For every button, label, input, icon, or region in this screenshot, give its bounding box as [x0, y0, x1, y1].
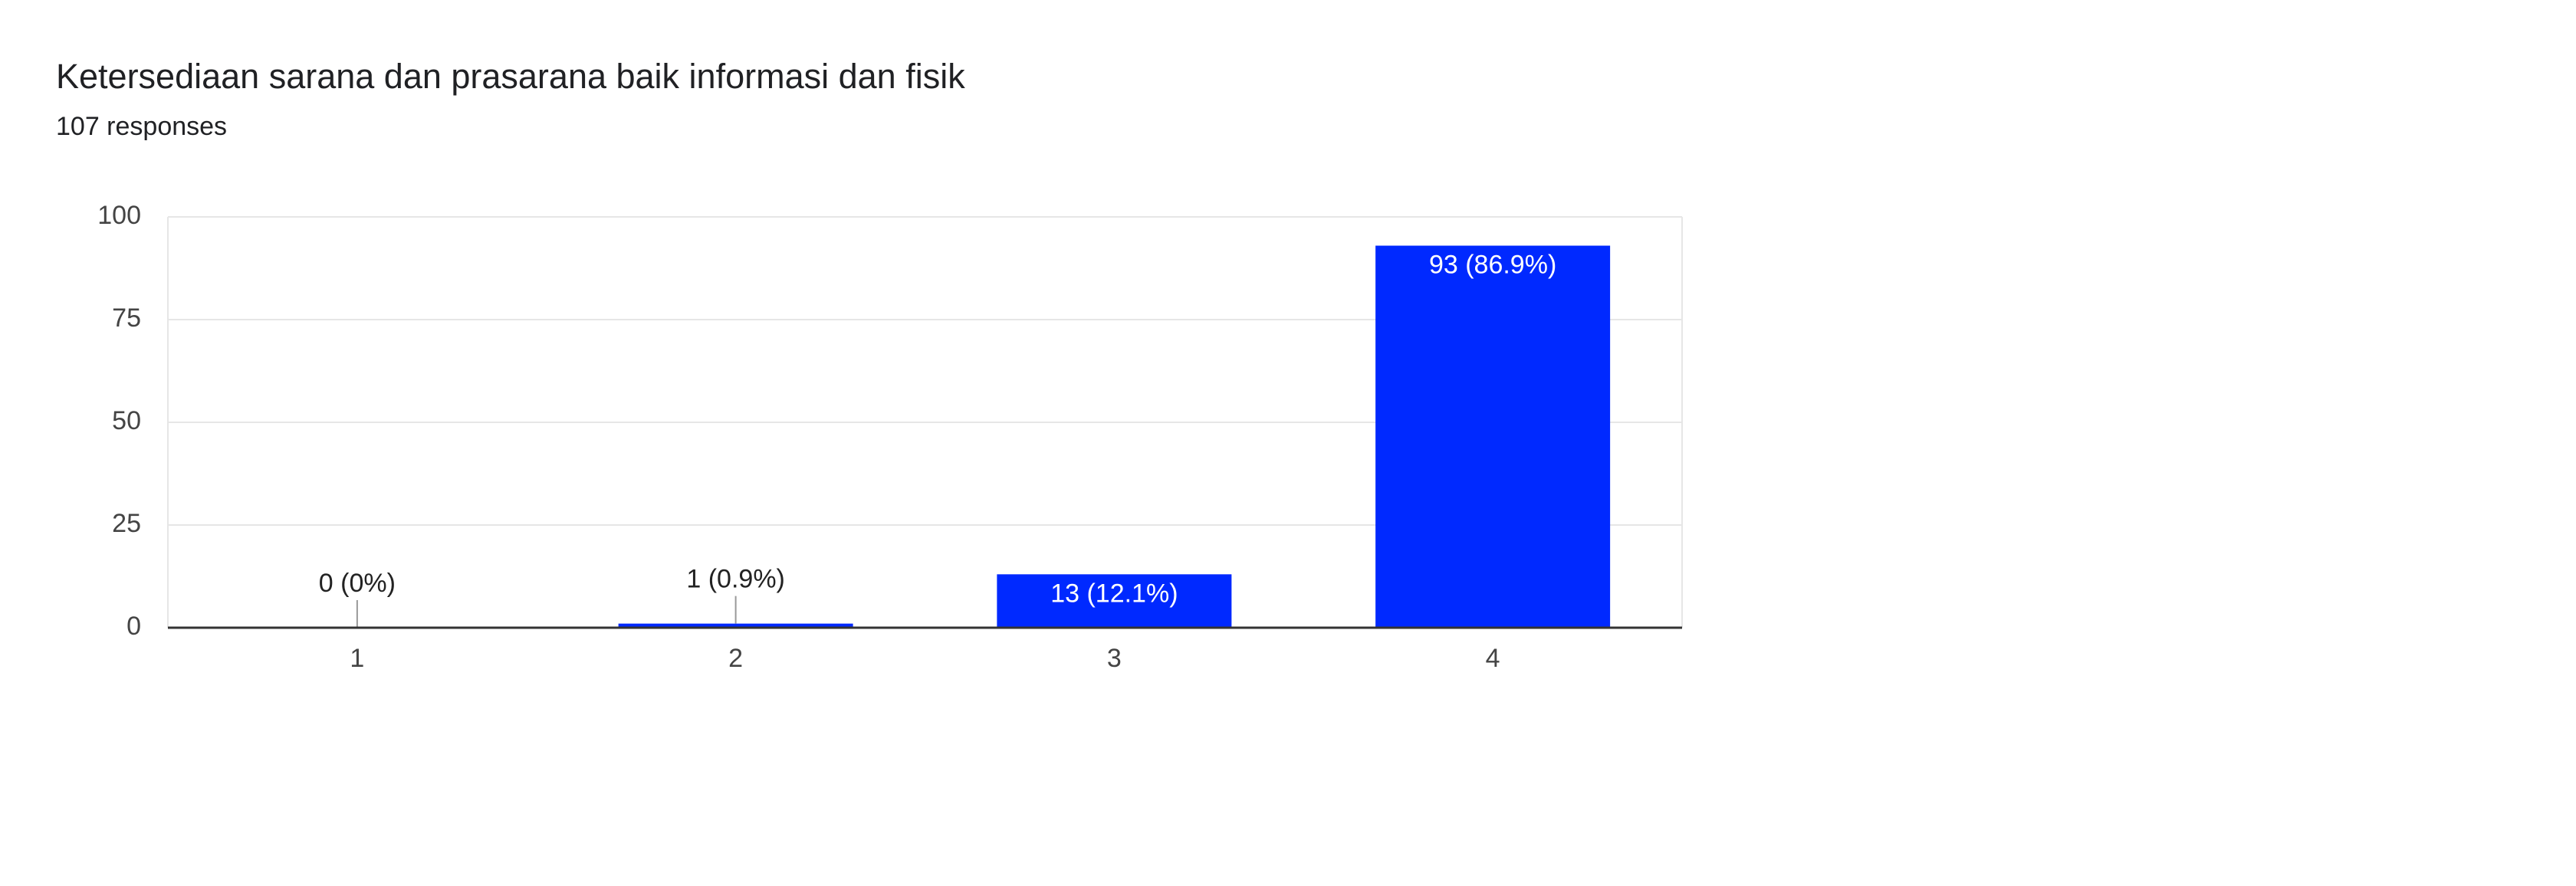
value-label: 1 (0.9%)	[686, 565, 785, 594]
y-tick-label: 75	[112, 304, 141, 333]
y-tick-label: 50	[112, 406, 141, 435]
value-label: 13 (12.1%)	[1050, 579, 1178, 608]
value-label: 0 (0%)	[319, 569, 396, 598]
chart-title: Ketersediaan sarana dan prasarana baik i…	[56, 57, 965, 96]
x-tick-label: 2	[728, 644, 743, 673]
y-tick-label: 100	[97, 201, 141, 230]
x-tick-label: 3	[1107, 644, 1122, 673]
chart-subtitle: 107 responses	[56, 112, 227, 141]
x-tick-label: 4	[1486, 644, 1500, 673]
bar	[1375, 245, 1611, 628]
bar	[618, 623, 853, 628]
y-tick-label: 0	[127, 612, 141, 641]
x-tick-label: 1	[350, 644, 364, 673]
bar	[997, 574, 1232, 628]
y-tick-label: 25	[112, 509, 141, 538]
value-label: 93 (86.9%)	[1429, 251, 1556, 280]
